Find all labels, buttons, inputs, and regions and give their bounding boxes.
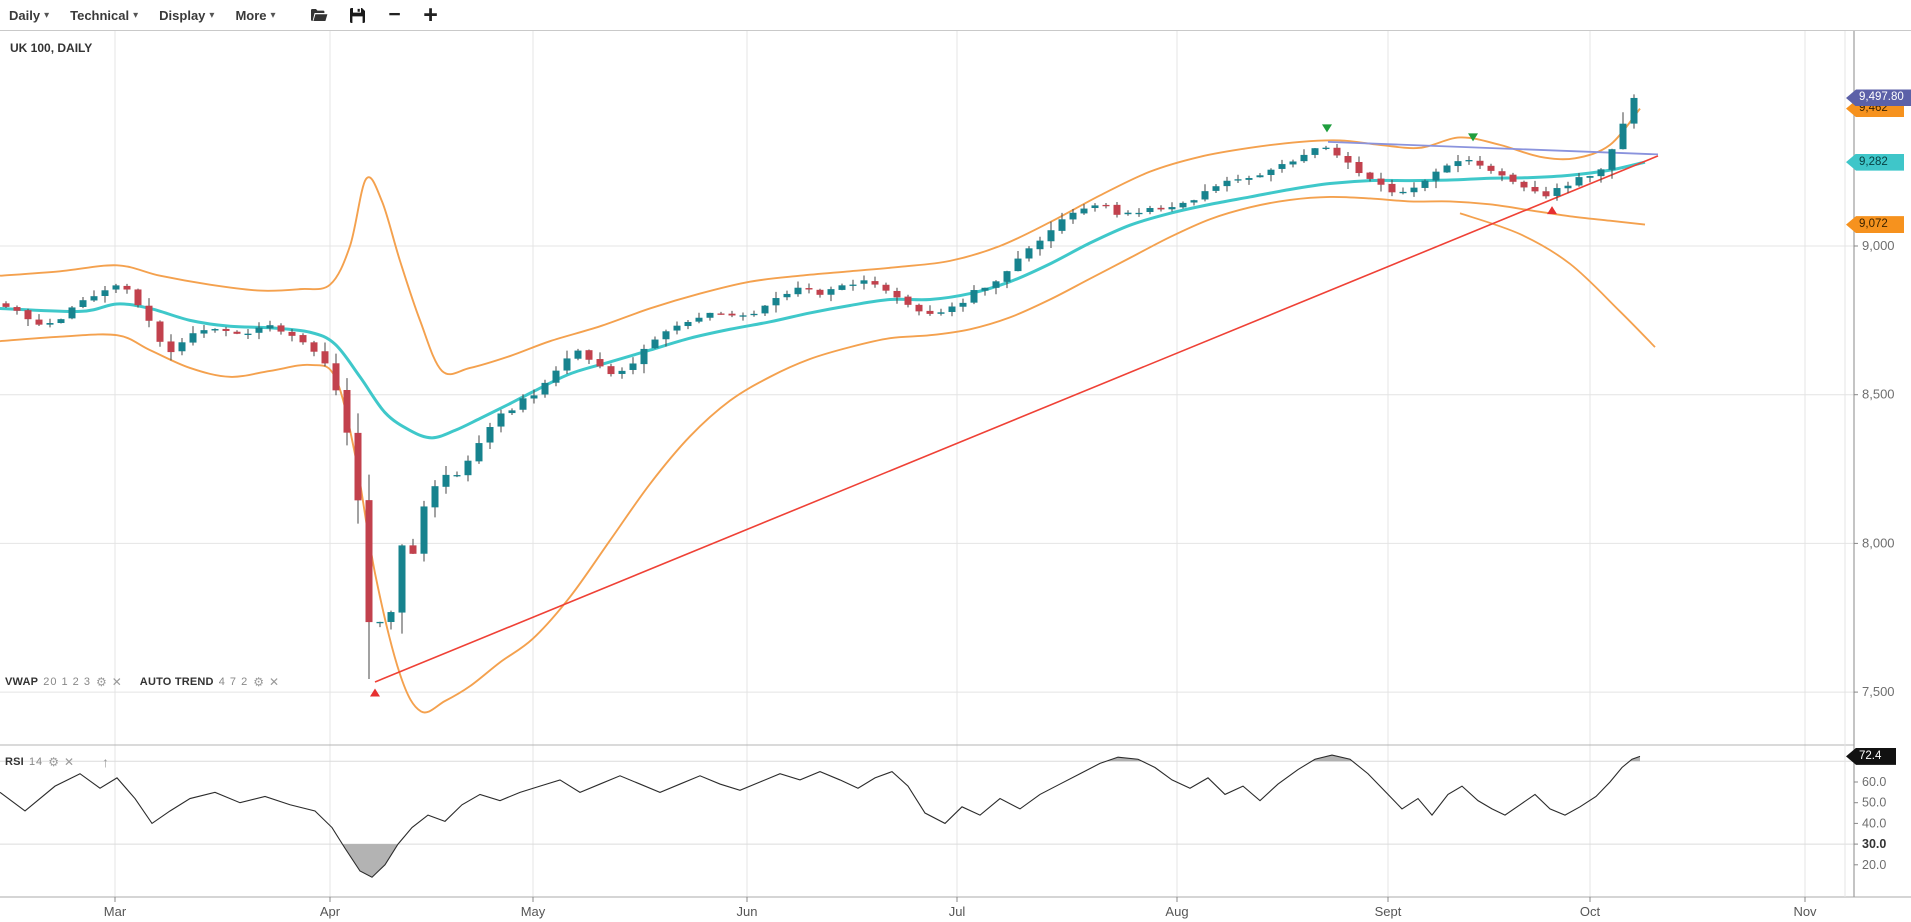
chevron-down-icon: ▾ — [133, 10, 139, 21]
menu-technical[interactable]: Technical ▾ — [61, 0, 150, 30]
menu-technical-label: Technical — [70, 7, 130, 23]
chevron-down-icon: ▾ — [44, 10, 50, 21]
sell-signal-triangle-icon — [1468, 133, 1478, 142]
buy-signal-triangle-icon — [1547, 206, 1557, 215]
vwap-lower-band2-line — [1459, 212, 1656, 348]
rsi-axis-label: 60.0 — [1862, 775, 1886, 789]
rsi-indicator-label-row: RSI 14 ⚙ ✕ ↑ — [5, 755, 109, 769]
menu-daily[interactable]: Daily ▾ — [0, 0, 61, 30]
rsi-line — [0, 754, 1641, 878]
autotrend-label: AUTO TREND — [139, 676, 214, 688]
auto-trend-support-line[interactable] — [374, 155, 1659, 683]
month-label: Jul — [949, 904, 966, 919]
price-axis-label: 7,500 — [1862, 684, 1895, 699]
month-label: Sept — [1375, 904, 1402, 919]
vwap-params: 20 1 2 3 — [43, 676, 91, 688]
rsi-axis-label: 20.0 — [1862, 858, 1886, 872]
autotrend-settings-gear-icon[interactable]: ⚙ — [253, 675, 264, 689]
month-label: Nov — [1793, 904, 1817, 919]
rsi-shaded-region — [342, 844, 398, 878]
menu-more-label: More — [235, 7, 267, 23]
auto-trend-resistance-line[interactable] — [1327, 141, 1659, 156]
chart-title: UK 100, DAILY — [10, 41, 93, 55]
minus-glyph: − — [388, 3, 401, 26]
rsi-axis-label: 40.0 — [1862, 816, 1886, 830]
buy-signal-triangle-icon — [370, 688, 380, 697]
rsi-label: RSI — [5, 756, 24, 768]
price-axis-label: 8,500 — [1862, 387, 1895, 402]
indicator-value-badge: 9,282 — [1846, 153, 1904, 171]
vwap-settings-gear-icon[interactable]: ⚙ — [95, 675, 107, 689]
rsi-params: 14 — [28, 756, 44, 768]
candlesticks — [2, 94, 1638, 680]
autotrend-params: 4 7 2 — [218, 676, 249, 688]
menu-display-label: Display — [159, 7, 206, 23]
vwap-lower-band-line — [0, 195, 1646, 714]
rsi-settings-gear-icon[interactable]: ⚙ — [48, 755, 59, 769]
rsi-axis-label: 30.0 — [1862, 837, 1886, 851]
last-price-badge: 9,497.80 — [1846, 89, 1911, 107]
zoom-out-icon[interactable]: − — [380, 0, 410, 30]
chevron-down-icon: ▾ — [209, 10, 215, 21]
menu-more[interactable]: More ▾ — [226, 0, 287, 30]
month-label: Apr — [320, 904, 341, 919]
vwap-line — [0, 160, 1646, 440]
price-axis-label: 8,000 — [1862, 535, 1895, 550]
month-label: Jun — [737, 904, 758, 919]
menu-daily-label: Daily — [9, 7, 41, 23]
menu-display[interactable]: Display ▾ — [150, 0, 226, 30]
vwap-indicator-label-row: VWAP 20 1 2 3 ⚙ ✕ AUTO TREND 4 7 2 ⚙ ✕ — [5, 676, 279, 688]
sell-signal-triangle-icon — [1322, 124, 1332, 133]
month-label: May — [521, 904, 546, 919]
rsi-shaded-region — [1311, 755, 1353, 762]
price-axis-label: 9,000 — [1862, 238, 1895, 253]
month-label: Aug — [1165, 904, 1188, 919]
month-label: Oct — [1580, 904, 1601, 919]
plus-glyph: + — [423, 1, 438, 29]
save-icon[interactable] — [343, 0, 373, 30]
toolbar: Daily ▾ Technical ▾ Display ▾ More ▾ − + — [0, 0, 1911, 31]
vwap-remove-icon[interactable]: ✕ — [111, 675, 122, 689]
vwap-upper-band-line — [0, 107, 1641, 376]
open-folder-icon[interactable] — [304, 0, 334, 30]
autotrend-remove-icon[interactable]: ✕ — [268, 675, 280, 689]
rsi-remove-icon[interactable]: ✕ — [63, 755, 75, 769]
rsi-axis-label: 50.0 — [1862, 796, 1886, 810]
month-label: Mar — [104, 904, 127, 919]
rsi-value-badge: 72.4 — [1846, 747, 1896, 765]
zoom-in-icon[interactable]: + — [416, 0, 446, 30]
vwap-label: VWAP — [5, 676, 39, 688]
indicator-value-badge: 9,072 — [1846, 216, 1904, 234]
chevron-down-icon: ▾ — [270, 10, 276, 21]
rsi-move-up-arrow-icon[interactable]: ↑ — [102, 754, 110, 770]
